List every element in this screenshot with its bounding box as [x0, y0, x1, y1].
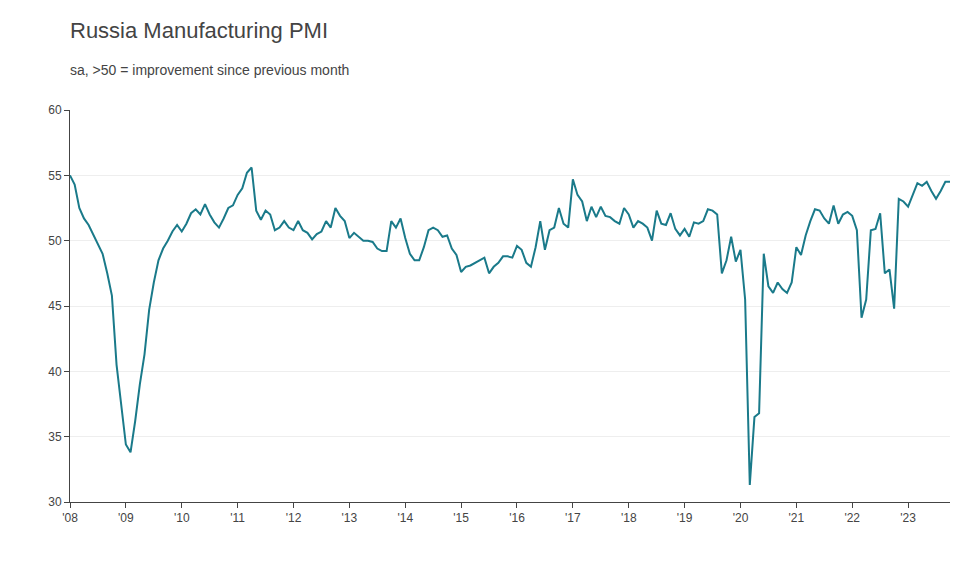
svg-text:40: 40: [48, 365, 62, 379]
svg-text:sa, >50 = improvement since pr: sa, >50 = improvement since previous mon…: [70, 62, 349, 78]
svg-text:Russia Manufacturing PMI: Russia Manufacturing PMI: [70, 18, 328, 43]
svg-text:30: 30: [48, 495, 62, 509]
svg-text:'08: '08: [62, 511, 78, 525]
svg-text:'16: '16: [509, 511, 525, 525]
svg-text:'14: '14: [397, 511, 413, 525]
svg-text:'21: '21: [789, 511, 805, 525]
svg-text:50: 50: [48, 234, 62, 248]
svg-text:55: 55: [48, 169, 62, 183]
svg-text:'10: '10: [174, 511, 190, 525]
svg-text:'18: '18: [621, 511, 637, 525]
svg-text:'09: '09: [118, 511, 134, 525]
svg-text:'20: '20: [733, 511, 749, 525]
svg-text:'17: '17: [565, 511, 581, 525]
svg-text:'12: '12: [286, 511, 302, 525]
svg-text:60: 60: [48, 103, 62, 117]
svg-text:'22: '22: [844, 511, 860, 525]
svg-text:'11: '11: [230, 511, 245, 525]
svg-text:'23: '23: [900, 511, 916, 525]
svg-text:'19: '19: [677, 511, 693, 525]
svg-text:'13: '13: [342, 511, 358, 525]
svg-text:45: 45: [48, 299, 62, 313]
svg-text:35: 35: [48, 430, 62, 444]
svg-text:'15: '15: [453, 511, 469, 525]
